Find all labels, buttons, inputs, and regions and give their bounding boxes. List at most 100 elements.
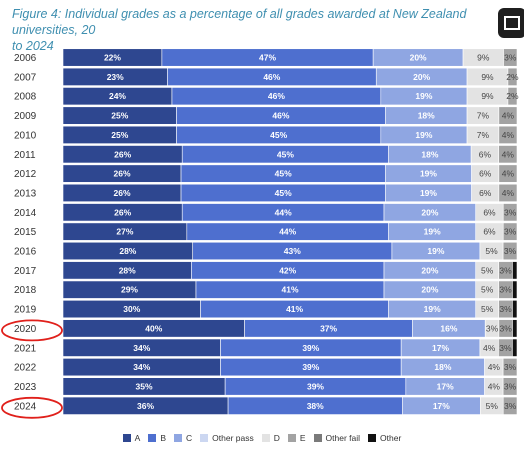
data-label-2015-d: 6% — [483, 227, 496, 237]
legend-label: C — [186, 433, 193, 443]
data-label-2016-c: 19% — [427, 246, 444, 256]
legend-item-d: D — [261, 433, 280, 443]
data-label-2014-e: 3% — [504, 207, 517, 217]
data-label-2018-c: 20% — [421, 285, 438, 295]
data-label-2009-c: 18% — [418, 111, 435, 121]
y-tick-label-2020: 2020 — [14, 324, 37, 335]
data-label-2018-a: 29% — [121, 285, 138, 295]
bar-segment-2017-other — [512, 261, 518, 280]
legend-swatch — [287, 434, 296, 442]
data-label-2007-b: 46% — [263, 72, 280, 82]
data-label-2015-b: 44% — [279, 227, 296, 237]
data-label-2015-c: 19% — [424, 227, 441, 237]
data-label-2013-e: 4% — [502, 188, 515, 198]
data-label-2014-a: 26% — [114, 207, 131, 217]
data-label-2021-d: 4% — [483, 343, 496, 353]
data-label-2024-d: 5% — [486, 401, 499, 411]
data-label-2022-c: 18% — [434, 362, 451, 372]
bar-segment-2010-e — [498, 125, 518, 144]
data-label-2011-a: 26% — [114, 149, 131, 159]
data-label-2020-c: 16% — [440, 323, 457, 333]
data-label-2010-c: 19% — [415, 130, 432, 140]
legend-swatch — [200, 434, 209, 442]
data-label-2021-b: 39% — [302, 343, 319, 353]
legend-item-other-pass: Other pass — [200, 433, 254, 443]
y-tick-label-2017: 2017 — [14, 266, 37, 277]
bar-segment-2013-e — [498, 183, 518, 202]
data-label-2012-d: 6% — [479, 169, 492, 179]
data-label-2020-e: 3% — [500, 323, 513, 333]
data-label-2016-d: 5% — [485, 246, 498, 256]
stacked-bar-chart: 2006 22% 47% 20% 9% 3% 2007 23% 46% 20% 9% 2% 2008 24… — [1, 48, 519, 419]
legend-swatch — [148, 434, 157, 442]
expand-icon[interactable] — [498, 8, 524, 38]
data-label-2017-d: 5% — [481, 265, 494, 275]
y-tick-label-2019: 2019 — [14, 305, 37, 316]
data-label-2016-a: 28% — [119, 246, 136, 256]
bar-segment-2024-e — [502, 396, 518, 415]
data-label-2007-e: 2% — [506, 72, 519, 82]
data-label-2010-b: 45% — [270, 130, 287, 140]
legend-item-e: E — [287, 433, 306, 443]
legend-label: Other — [380, 433, 402, 443]
y-tick-label-2018: 2018 — [14, 285, 37, 296]
bar-segment-2006-e — [503, 48, 518, 67]
bar-segment-2022-e — [502, 358, 518, 377]
data-label-2008-e: 2% — [506, 91, 519, 101]
bar-segment-2012-e — [498, 164, 518, 183]
y-tick-label-2010: 2010 — [14, 130, 37, 141]
data-label-2014-b: 44% — [275, 207, 292, 217]
y-tick-label-2024: 2024 — [14, 401, 37, 412]
data-label-2014-d: 6% — [483, 207, 496, 217]
data-label-2021-a: 34% — [133, 343, 150, 353]
chart-title: Figure 4: Individual grades as a percent… — [12, 7, 467, 53]
legend-item-a: A — [122, 433, 141, 443]
legend-swatch — [261, 434, 270, 442]
data-label-2009-b: 46% — [272, 111, 289, 121]
bar-segment-2021-other — [512, 338, 518, 357]
data-label-2006-e: 3% — [504, 53, 517, 63]
data-label-2022-b: 39% — [302, 362, 319, 372]
data-label-2007-a: 23% — [107, 72, 124, 82]
data-label-2008-a: 24% — [109, 91, 126, 101]
legend-label: E — [299, 433, 306, 443]
y-tick-label-2016: 2016 — [14, 247, 37, 258]
data-label-2015-a: 27% — [116, 227, 133, 237]
highlight-circle-2024 — [1, 396, 63, 419]
data-label-2012-a: 26% — [114, 169, 131, 179]
bar-segment-2014-e — [502, 203, 518, 222]
y-tick-label-2014: 2014 — [14, 208, 37, 219]
data-label-2023-b: 39% — [307, 381, 324, 391]
data-label-2008-c: 19% — [415, 91, 432, 101]
data-label-2022-d: 4% — [488, 362, 501, 372]
data-label-2019-e: 3% — [499, 304, 512, 314]
legend-swatch — [368, 434, 377, 442]
bar-segment-2016-e — [502, 241, 518, 261]
bar-segment-2009-e — [498, 106, 518, 125]
data-label-2016-e: 3% — [504, 246, 517, 256]
legend-label: Other fail — [325, 433, 361, 443]
legend-item-other-fail: Other fail — [313, 433, 361, 443]
legend-label: A — [134, 433, 141, 443]
data-label-2024-c: 17% — [433, 401, 450, 411]
data-label-2018-b: 41% — [281, 285, 298, 295]
legend-label: D — [273, 433, 280, 443]
data-label-2013-d: 6% — [479, 188, 492, 198]
data-label-2007-d: 9% — [481, 72, 494, 82]
y-tick-label-2012: 2012 — [14, 169, 37, 180]
y-tick-label-2011: 2011 — [14, 150, 36, 161]
data-label-2021-e: 3% — [499, 343, 512, 353]
data-label-2012-c: 19% — [420, 169, 437, 179]
bar-segment-2015-e — [502, 222, 518, 241]
data-label-2006-b: 47% — [259, 53, 276, 63]
y-tick-label-2021: 2021 — [14, 343, 37, 354]
data-label-2019-b: 41% — [286, 304, 303, 314]
data-label-2011-d: 6% — [479, 149, 492, 159]
data-label-2023-e: 3% — [504, 381, 517, 391]
legend-item-c: C — [174, 433, 192, 443]
data-label-2011-e: 4% — [502, 149, 515, 159]
data-label-2021-c: 17% — [432, 343, 449, 353]
data-label-2012-e: 4% — [502, 169, 515, 179]
legend-swatch — [174, 434, 183, 442]
data-label-2020-b: 37% — [320, 323, 337, 333]
